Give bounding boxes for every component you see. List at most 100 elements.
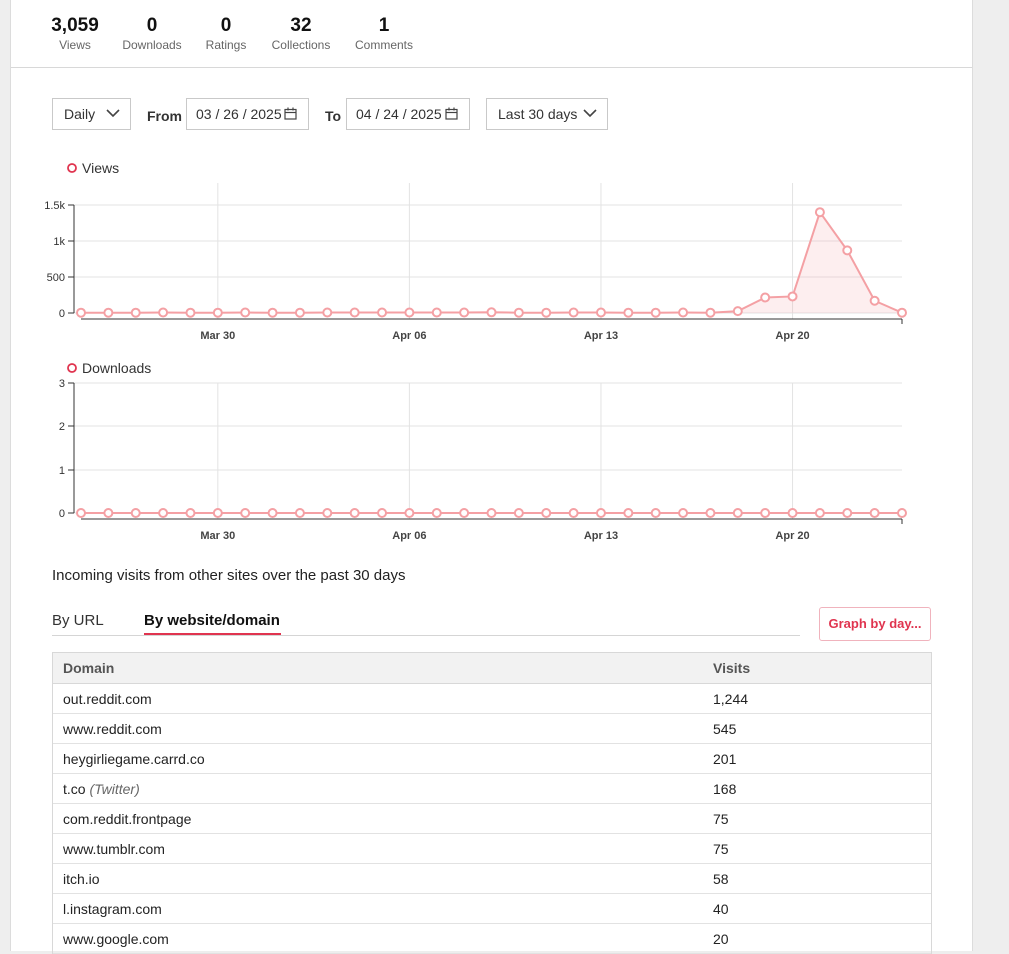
data-point: [267, 508, 278, 518]
data-point: [568, 307, 579, 318]
data-point: [322, 508, 333, 518]
data-point: [267, 307, 278, 318]
y-tick-label: 1.5k: [44, 200, 65, 212]
x-tick-label: Apr 06: [392, 330, 426, 342]
domain-name[interactable]: t.co: [63, 781, 86, 797]
range-value: Last 30 days: [498, 106, 578, 122]
legend-marker: [67, 363, 77, 373]
data-point: [212, 508, 223, 518]
data-point: [842, 245, 853, 256]
domain-name[interactable]: www.google.com: [63, 931, 169, 947]
domain-cell: www.google.com: [63, 931, 169, 947]
data-point: [158, 508, 169, 518]
data-point: [185, 508, 196, 518]
data-point: [732, 508, 743, 518]
y-tick-label: 0: [59, 308, 65, 320]
legend-label: Downloads: [82, 360, 151, 376]
table-row: t.co (Twitter) 168: [53, 774, 931, 804]
stat-value: 1: [378, 15, 390, 36]
domain-name[interactable]: out.reddit.com: [63, 691, 152, 707]
domain-cell: www.tumblr.com: [63, 841, 165, 857]
calendar-icon[interactable]: [284, 107, 297, 120]
to-date-input[interactable]: 04 / 24 / 2025: [346, 98, 470, 130]
stat-downloads: 0 Downloads: [119, 14, 185, 52]
from-date-input[interactable]: 03 / 26 / 2025: [186, 98, 309, 130]
y-tick-label: 1: [59, 465, 65, 477]
data-point: [76, 508, 86, 518]
table-row: com.reddit.frontpage 75: [53, 804, 931, 834]
visits-cell: 20: [713, 931, 729, 947]
data-point: [130, 508, 141, 518]
stat-label: Ratings: [205, 38, 247, 52]
domain-cell: l.instagram.com: [63, 901, 162, 917]
stat-views: 3,059 Views: [51, 14, 99, 52]
y-tick-label: 2: [59, 421, 65, 433]
visits-cell: 1,244: [713, 691, 749, 707]
tab-by-domain[interactable]: By website/domain: [144, 612, 280, 629]
stat-value: 3,059: [51, 15, 99, 36]
data-point: [814, 207, 825, 218]
stat-ratings: 0 Ratings: [201, 14, 251, 52]
visits-cell: 40: [713, 901, 729, 917]
data-point: [513, 508, 524, 518]
active-tab-indicator: [144, 633, 281, 635]
x-tick-label: Mar 30: [200, 330, 235, 342]
domain-cell: itch.io: [63, 871, 100, 887]
data-point: [650, 508, 661, 518]
domain-name[interactable]: itch.io: [63, 871, 100, 887]
domain-name[interactable]: www.reddit.com: [63, 721, 162, 737]
domain-name[interactable]: www.tumblr.com: [63, 841, 165, 857]
stat-label: Views: [59, 38, 91, 52]
domain-table: Domain Visits out.reddit.com 1,244 www.red…: [52, 652, 932, 954]
data-point: [212, 307, 223, 318]
stat-comments: 1 Comments: [351, 14, 417, 52]
data-point: [130, 307, 141, 318]
visits-cell: 75: [713, 811, 729, 827]
tab-divider: [52, 635, 800, 636]
stats-bar: 3,059 Views 0 Downloads 0 Ratings 32 Col…: [11, 0, 972, 68]
visits-cell: 168: [713, 781, 737, 797]
data-point: [541, 508, 552, 518]
legend-label: Views: [82, 160, 119, 176]
x-tick-label: Apr 13: [584, 330, 618, 342]
to-date-value: 04 / 24 / 2025: [356, 106, 442, 122]
x-tick-label: Apr 20: [775, 330, 809, 342]
interval-select[interactable]: Daily: [52, 98, 131, 130]
data-point: [513, 307, 524, 318]
range-select[interactable]: Last 30 days: [486, 98, 608, 130]
table-row: out.reddit.com 1,244: [53, 684, 931, 714]
series-area: [81, 212, 902, 313]
domain-cell: heygirliegame.carrd.co: [63, 751, 205, 767]
data-point: [869, 508, 880, 518]
stat-label: Downloads: [122, 38, 182, 52]
x-tick-label: Apr 06: [392, 530, 426, 542]
data-point: [240, 307, 251, 318]
data-point: [240, 508, 251, 518]
column-header-visits: Visits: [713, 660, 751, 676]
from-label: From: [147, 108, 182, 124]
domain-cell: com.reddit.frontpage: [63, 811, 191, 827]
domain-name[interactable]: com.reddit.frontpage: [63, 811, 192, 827]
graph-by-day-button[interactable]: Graph by day...: [819, 607, 931, 641]
data-point: [760, 508, 771, 518]
data-point: [760, 292, 771, 303]
tab-by-url[interactable]: By URL: [52, 612, 104, 629]
x-tick-label: Mar 30: [200, 530, 235, 542]
data-point: [377, 508, 388, 518]
data-point: [678, 307, 689, 318]
data-point: [787, 291, 798, 302]
data-point: [650, 307, 661, 318]
calendar-icon[interactable]: [445, 107, 458, 120]
series-line: [81, 210, 903, 314]
data-point: [595, 307, 606, 318]
data-point: [814, 508, 825, 518]
data-point: [185, 307, 196, 318]
data-point: [541, 307, 552, 318]
data-point: [459, 307, 470, 318]
data-point: [869, 295, 880, 306]
downloads-plot: 0 1 2 3 Mar 30 Apr 06 Apr 13 Apr 20 Downloads: [59, 360, 907, 542]
y-tick-label: 0: [59, 508, 65, 520]
domain-name[interactable]: heygirliegame.carrd.co: [63, 751, 205, 767]
stat-value: 0: [146, 15, 158, 36]
domain-name[interactable]: l.instagram.com: [63, 901, 162, 917]
